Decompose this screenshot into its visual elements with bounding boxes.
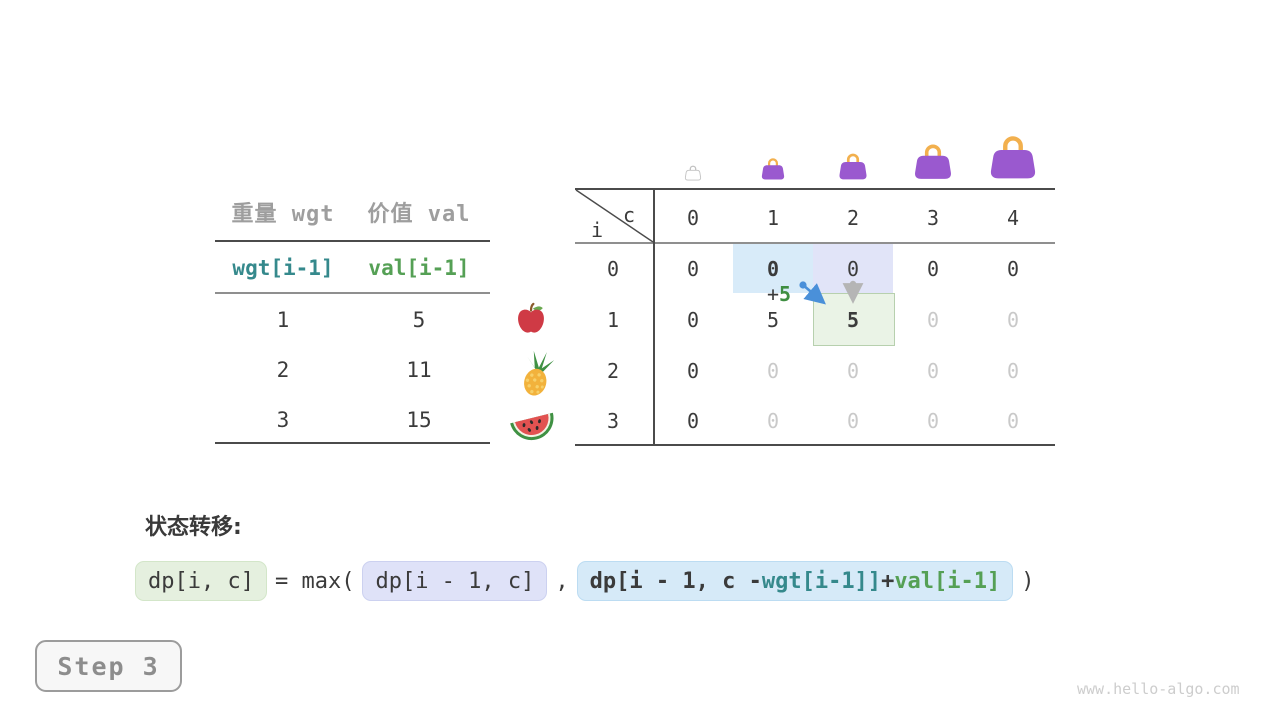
items-col-header-weight: 重量 wgt	[231, 202, 335, 227]
take-option-dp-part: dp[i - 1, c -	[589, 568, 762, 594]
bag-capacity-3-icon	[913, 144, 953, 181]
item-1-value: 5	[412, 308, 426, 332]
dp-cell-2-4: 0	[1006, 359, 1020, 383]
bag-capacity-1-icon	[760, 158, 786, 181]
dp-cell-0-0: 0	[686, 257, 700, 281]
dp-row-header-3: 3	[606, 409, 620, 433]
dp-col-header-2: 2	[846, 206, 860, 230]
dp-cell-0-3: 0	[926, 257, 940, 281]
take-option-wgt-part: wgt[i-1]]	[761, 568, 882, 594]
max-open: max(	[301, 568, 355, 594]
dp-cell-0-1: 0	[766, 257, 780, 281]
dp-cell-0-4: 0	[1006, 257, 1020, 281]
formula-lhs-box: dp[i, c]	[135, 561, 267, 601]
dp-corner-diagonal	[575, 189, 654, 243]
take-option-plus: +	[881, 568, 895, 594]
dp-cell-1-3: 0	[926, 308, 940, 332]
formula-take-option-box: dp[i - 1, c - wgt[i-1]] + val[i-1]	[576, 561, 1014, 601]
item-3-value: 15	[406, 408, 432, 432]
add-value-annotation: +5	[767, 282, 791, 306]
apple-icon	[518, 302, 544, 333]
equals-sign: =	[274, 568, 289, 594]
take-option-val-part: val[i-1]	[894, 568, 1001, 594]
dp-col-header-0: 0	[686, 206, 700, 230]
dp-table-rule-bottom	[575, 444, 1055, 446]
bag-capacity-4-icon	[987, 132, 1039, 181]
dp-table-rule-header	[575, 242, 1055, 244]
watermelon-icon	[510, 412, 554, 441]
dp-cell-1-2: 5	[846, 308, 860, 332]
dp-cell-3-1: 0	[766, 409, 780, 433]
formula-close-paren: )	[1021, 568, 1035, 594]
step-indicator: Step 3	[35, 640, 182, 692]
dp-cell-3-0: 0	[686, 409, 700, 433]
dp-cell-1-1: 5	[766, 308, 780, 332]
dp-col-header-3: 3	[926, 206, 940, 230]
state-transition-formula: dp[i, c] = max( dp[i - 1, c] , dp[i - 1,…	[135, 561, 1043, 601]
dp-corner-row-var: i	[590, 218, 604, 242]
item-1-weight: 1	[276, 308, 290, 332]
dp-col-header-4: 4	[1006, 206, 1020, 230]
items-table-rule-bottom	[215, 442, 490, 444]
formula-equals: = max(	[275, 569, 354, 594]
plus-sign: +	[766, 282, 779, 306]
dp-corner-col-var: c	[622, 203, 636, 227]
dp-row-header-0: 0	[606, 257, 620, 281]
bag-capacity-2-icon	[838, 153, 868, 181]
dp-row-header-2: 2	[606, 359, 620, 383]
dp-cell-2-3: 0	[926, 359, 940, 383]
dp-cell-1-0: 0	[686, 308, 700, 332]
state-transition-label: 状态转移:	[145, 515, 242, 540]
items-col-header-value: 价值 val	[367, 202, 471, 227]
formula-skip-option-box: dp[i - 1, c]	[362, 561, 548, 601]
highlight-cell-current	[813, 293, 895, 346]
dp-cell-1-4: 0	[1006, 308, 1020, 332]
dp-cell-2-2: 0	[846, 359, 860, 383]
watermark: www.hello-algo.com	[1077, 680, 1240, 698]
pineapple-icon	[524, 350, 555, 396]
dp-table-rule-top	[575, 188, 1055, 190]
item-2-value: 11	[406, 358, 432, 382]
bag-capacity-0-icon	[684, 165, 702, 181]
formula-comma: ,	[555, 568, 569, 594]
items-wgt-expr: wgt[i-1]	[232, 256, 334, 280]
dp-cell-3-3: 0	[926, 409, 940, 433]
items-table-rule-top	[215, 240, 490, 242]
formula-skip-option: dp[i - 1, c]	[375, 568, 535, 594]
dp-row-header-1: 1	[606, 308, 620, 332]
items-val-expr: val[i-1]	[368, 256, 470, 280]
dp-cell-3-2: 0	[846, 409, 860, 433]
dp-cell-0-2: 0	[846, 257, 860, 281]
dp-cell-2-0: 0	[686, 359, 700, 383]
items-table-rule-mid	[215, 292, 490, 294]
formula-lhs: dp[i, c]	[148, 568, 254, 594]
item-3-weight: 3	[276, 408, 290, 432]
dp-cell-2-1: 0	[766, 359, 780, 383]
dp-cell-3-4: 0	[1006, 409, 1020, 433]
added-value: 5	[779, 282, 792, 306]
dp-col-header-1: 1	[766, 206, 780, 230]
item-2-weight: 2	[276, 358, 290, 382]
dp-table-rule-vertical	[653, 188, 655, 446]
